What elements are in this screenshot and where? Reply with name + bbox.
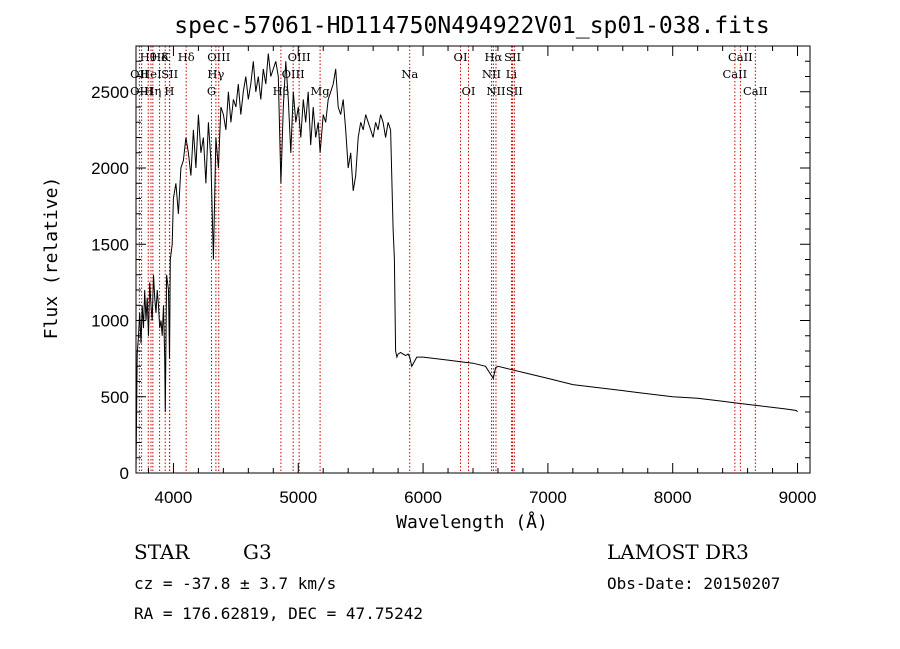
object-class: STAR bbox=[134, 540, 190, 564]
y-tick-label: 2000 bbox=[91, 159, 129, 178]
line-marker-label-12: G bbox=[207, 84, 216, 98]
line-marker-label-26: CaII bbox=[728, 50, 753, 64]
line-marker-label-9: Hδ bbox=[178, 50, 195, 64]
line-marker-label-10: OIII bbox=[207, 50, 230, 64]
x-tick-label: 9000 bbox=[779, 488, 817, 507]
line-marker-label-16: Mg bbox=[311, 84, 331, 98]
y-axis-ticks: 0 500 1000 1500 2000 2500 bbox=[91, 45, 810, 483]
line-marker-label-14: OIII bbox=[282, 67, 305, 81]
y-tick-label: 500 bbox=[101, 388, 129, 407]
survey-name: LAMOST DR3 bbox=[607, 540, 749, 564]
y-tick-label: 0 bbox=[120, 464, 129, 483]
y-tick-label: 1000 bbox=[91, 312, 129, 331]
line-marker-label-3: HeI bbox=[140, 67, 161, 81]
line-marker-label-25: SII bbox=[506, 84, 523, 98]
line-marker-label-15: Hβ bbox=[273, 84, 290, 98]
line-marker-label-4: Hη bbox=[144, 84, 161, 98]
line-marker-label-21: NII bbox=[482, 67, 501, 81]
line-marker-label-17: Na bbox=[401, 67, 418, 81]
x-tick-label: 4000 bbox=[155, 488, 193, 507]
chart-title: spec-57061-HD114750N494922V01_sp01-038.f… bbox=[174, 13, 769, 39]
x-axis-label: Wavelength (Å) bbox=[396, 511, 548, 533]
line-marker-label-20: Hα bbox=[484, 50, 502, 64]
coordinates: RA = 176.62819, DEC = 47.75242 bbox=[134, 604, 423, 623]
line-marker-label-8: H bbox=[164, 84, 174, 98]
redshift-cz: cz = -37.8 ± 3.7 km/s bbox=[134, 574, 336, 593]
line-markers bbox=[138, 46, 756, 473]
line-marker-label-1: OII bbox=[130, 67, 149, 81]
line-marker-label-24: Li bbox=[506, 67, 518, 81]
line-marker-label-19: OI bbox=[462, 84, 476, 98]
line-marker-label-18: OI bbox=[454, 50, 468, 64]
plot-frame bbox=[135, 45, 811, 474]
object-subclass: G3 bbox=[243, 540, 272, 564]
line-marker-label-0: Hθ bbox=[140, 50, 157, 64]
x-tick-label: 8000 bbox=[654, 488, 692, 507]
line-marker-label-27: CaII bbox=[722, 67, 747, 81]
x-tick-label: 6000 bbox=[404, 488, 442, 507]
x-tick-label: 7000 bbox=[529, 488, 567, 507]
y-tick-label: 1500 bbox=[91, 235, 129, 254]
y-axis-label: Flux (relative) bbox=[41, 177, 62, 340]
line-marker-label-28: CaII bbox=[743, 84, 768, 98]
line-marker-label-22: NII bbox=[486, 84, 505, 98]
y-tick-label: 2500 bbox=[91, 83, 129, 102]
line-marker-label-7: SII bbox=[161, 67, 178, 81]
line-marker-label-6: K bbox=[161, 50, 170, 64]
line-marker-label-23: SII bbox=[504, 50, 521, 64]
spectrum-line bbox=[135, 53, 798, 474]
obs-date: Obs-Date: 20150207 bbox=[607, 574, 780, 593]
x-axis-ticks: 4000 5000 6000 7000 8000 9000 bbox=[147, 46, 817, 507]
x-tick-label: 5000 bbox=[279, 488, 317, 507]
line-marker-label-13: OIII bbox=[288, 50, 311, 64]
line-marker-label-11: Hγ bbox=[207, 67, 224, 81]
line-marker-label-5: Hδ bbox=[151, 50, 168, 64]
